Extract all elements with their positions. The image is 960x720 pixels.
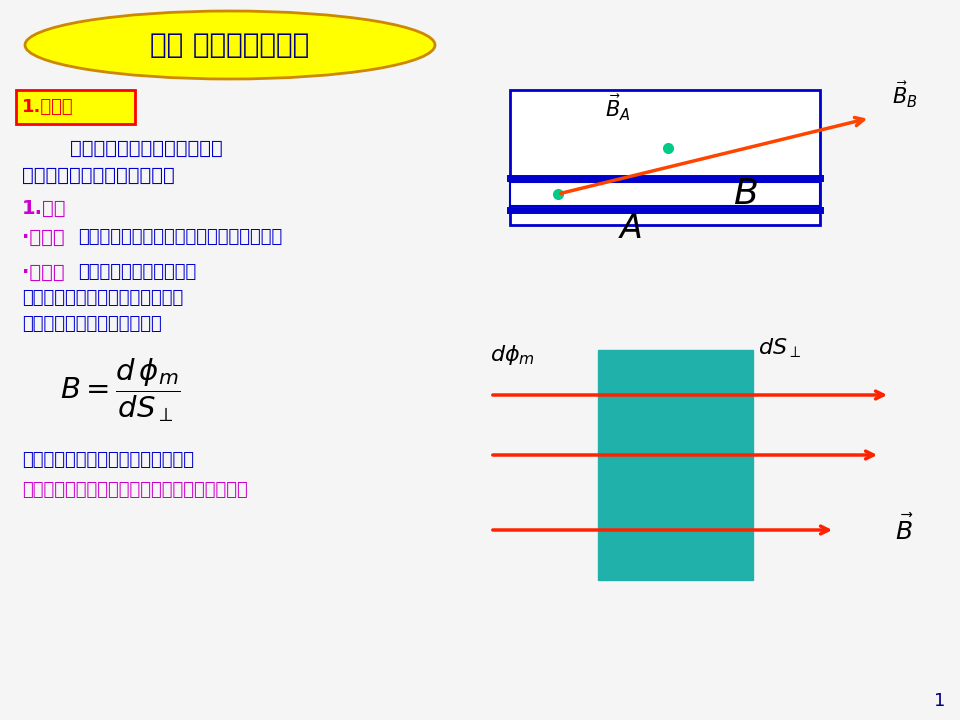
Text: $dS_\perp$: $dS_\perp$ (758, 336, 802, 360)
Text: 一、 磁场的高斯定理: 一、 磁场的高斯定理 (151, 31, 310, 59)
Text: $A$: $A$ (618, 212, 642, 245)
Text: 可用磁力线的疏密程度表示磁感应强度的大小。: 可用磁力线的疏密程度表示磁感应强度的大小。 (22, 481, 248, 499)
Bar (510, 178, 820, 210)
Text: 入的一组有方向的空间曲线。: 入的一组有方向的空间曲线。 (22, 166, 175, 184)
Text: 1.规定: 1.规定 (22, 199, 66, 217)
Bar (598, 350, 753, 580)
Text: 感应强度的单位面积的磁力线根数: 感应强度的单位面积的磁力线根数 (22, 289, 183, 307)
Text: $B$: $B$ (732, 177, 757, 211)
Text: $\vec{B}_B$: $\vec{B}_B$ (892, 80, 918, 110)
Text: $d\phi_m$: $d\phi_m$ (490, 343, 535, 367)
Text: 1.磁力线: 1.磁力线 (22, 98, 74, 116)
Text: ·方向：: ·方向： (22, 228, 64, 246)
Text: 通过磁场中某点垂直于磁: 通过磁场中某点垂直于磁 (78, 263, 196, 281)
Text: 等于该点磁感应强度的大小。: 等于该点磁感应强度的大小。 (22, 315, 161, 333)
Text: 1: 1 (934, 692, 945, 710)
Ellipse shape (25, 11, 435, 79)
Bar (510, 90, 820, 225)
Text: $B = \dfrac{d\,\phi_m}{dS_\perp}$: $B = \dfrac{d\,\phi_m}{dS_\perp}$ (60, 356, 180, 424)
Text: 为形象的描绘磁场分布的而引: 为形象的描绘磁场分布的而引 (70, 138, 223, 158)
Text: $\vec{B}_A$: $\vec{B}_A$ (605, 93, 631, 123)
Text: ·大小：: ·大小： (22, 263, 64, 282)
FancyBboxPatch shape (16, 90, 135, 124)
Text: 磁力线上某点的切线方向为该点磁场方向。: 磁力线上某点的切线方向为该点磁场方向。 (78, 228, 282, 246)
Text: $\vec{B}$: $\vec{B}$ (895, 515, 913, 545)
Text: 磁感应强度大小为磁力线的面密度。: 磁感应强度大小为磁力线的面密度。 (22, 451, 194, 469)
